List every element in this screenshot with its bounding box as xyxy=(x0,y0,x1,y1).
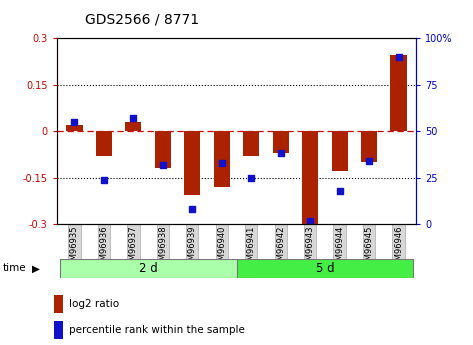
Bar xyxy=(96,131,112,156)
Bar xyxy=(332,131,348,171)
Bar xyxy=(390,55,407,131)
Point xyxy=(247,175,255,180)
Bar xyxy=(236,259,413,278)
Point xyxy=(70,119,78,125)
Point xyxy=(159,162,166,167)
Text: 5 d: 5 d xyxy=(315,262,334,275)
Bar xyxy=(155,131,171,168)
Bar xyxy=(60,259,236,278)
Point xyxy=(189,207,196,212)
Point xyxy=(395,54,403,59)
Bar xyxy=(214,131,230,187)
Text: GDS2566 / 8771: GDS2566 / 8771 xyxy=(85,12,199,26)
Point xyxy=(336,188,343,194)
Point xyxy=(365,158,373,164)
Point xyxy=(307,218,314,223)
Bar xyxy=(53,295,63,313)
Bar xyxy=(272,131,289,153)
Text: time: time xyxy=(2,264,26,273)
Text: 2 d: 2 d xyxy=(139,262,158,275)
Text: log2 ratio: log2 ratio xyxy=(69,299,119,309)
Bar xyxy=(66,125,83,131)
Bar xyxy=(361,131,377,162)
Text: percentile rank within the sample: percentile rank within the sample xyxy=(69,325,245,335)
Point xyxy=(130,115,137,121)
Point xyxy=(100,177,108,182)
Bar xyxy=(243,131,259,156)
Text: ▶: ▶ xyxy=(32,264,40,273)
Point xyxy=(277,151,284,156)
Bar xyxy=(184,131,201,195)
Bar xyxy=(302,131,318,224)
Bar xyxy=(125,122,141,131)
Bar xyxy=(53,321,63,339)
Point xyxy=(218,160,226,166)
